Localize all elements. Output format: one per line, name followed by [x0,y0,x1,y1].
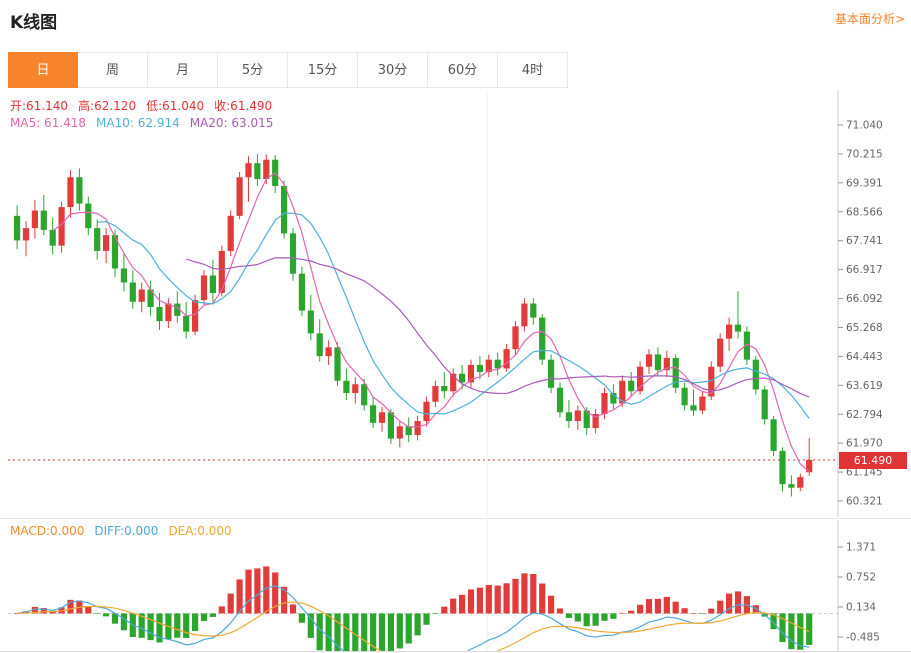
current-price-tag: 61.490 [839,452,907,469]
y-axis-label: 66.917 [846,264,883,276]
macd-panel[interactable]: 1.371 0.752 0.134 -0.485 [0,520,911,652]
macd-axis-label: 0.752 [846,572,876,584]
candles [14,154,812,496]
tab-15min[interactable]: 15分 [288,52,358,88]
candlestick-svg: 71.040 70.215 69.391 68.566 67.741 66.917 66.0… [0,90,911,517]
panel-divider [0,518,911,519]
macd-histogram [14,566,812,651]
main-candlestick-chart[interactable]: 71.040 70.215 69.391 68.566 67.741 66.917 66.0… [0,90,911,517]
tab-5min[interactable]: 5分 [218,52,288,88]
diff-line [17,586,809,651]
y-axis-label: 68.566 [846,206,883,218]
tab-month[interactable]: 月 [148,52,218,88]
y-axis-label: 67.741 [846,235,883,247]
ma20-line [186,258,809,397]
fundamental-analysis-link[interactable]: 基本面分析> [835,10,905,27]
macd-svg: 1.371 0.752 0.134 -0.485 [0,520,911,651]
macd-axis-label: 1.371 [846,542,876,554]
y-axis-label: 64.443 [846,351,883,363]
y-axis-label: 66.092 [846,293,883,305]
period-tabbar: 日周月5分15分30分60分4时 [8,52,568,88]
ma5-line [53,173,810,472]
tab-4hour[interactable]: 4时 [498,52,568,88]
tab-day[interactable]: 日 [8,52,78,88]
tab-30min[interactable]: 30分 [358,52,428,88]
macd-axis-label: 0.134 [846,602,876,614]
tab-week[interactable]: 周 [78,52,148,88]
y-axis-label: 61.970 [846,438,883,450]
y-axis-label: 63.619 [846,380,883,392]
macd-axis-label: -0.485 [846,632,880,644]
page-title: K线图 [10,8,57,33]
y-axis-label: 69.391 [846,177,883,189]
y-axis-label: 71.040 [846,120,883,132]
tab-60min[interactable]: 60分 [428,52,498,88]
y-axis-label: 60.321 [846,496,883,508]
y-axis-label: 70.215 [846,148,883,160]
y-axis-label: 65.268 [846,322,883,334]
y-axis-label: 62.794 [846,409,883,421]
